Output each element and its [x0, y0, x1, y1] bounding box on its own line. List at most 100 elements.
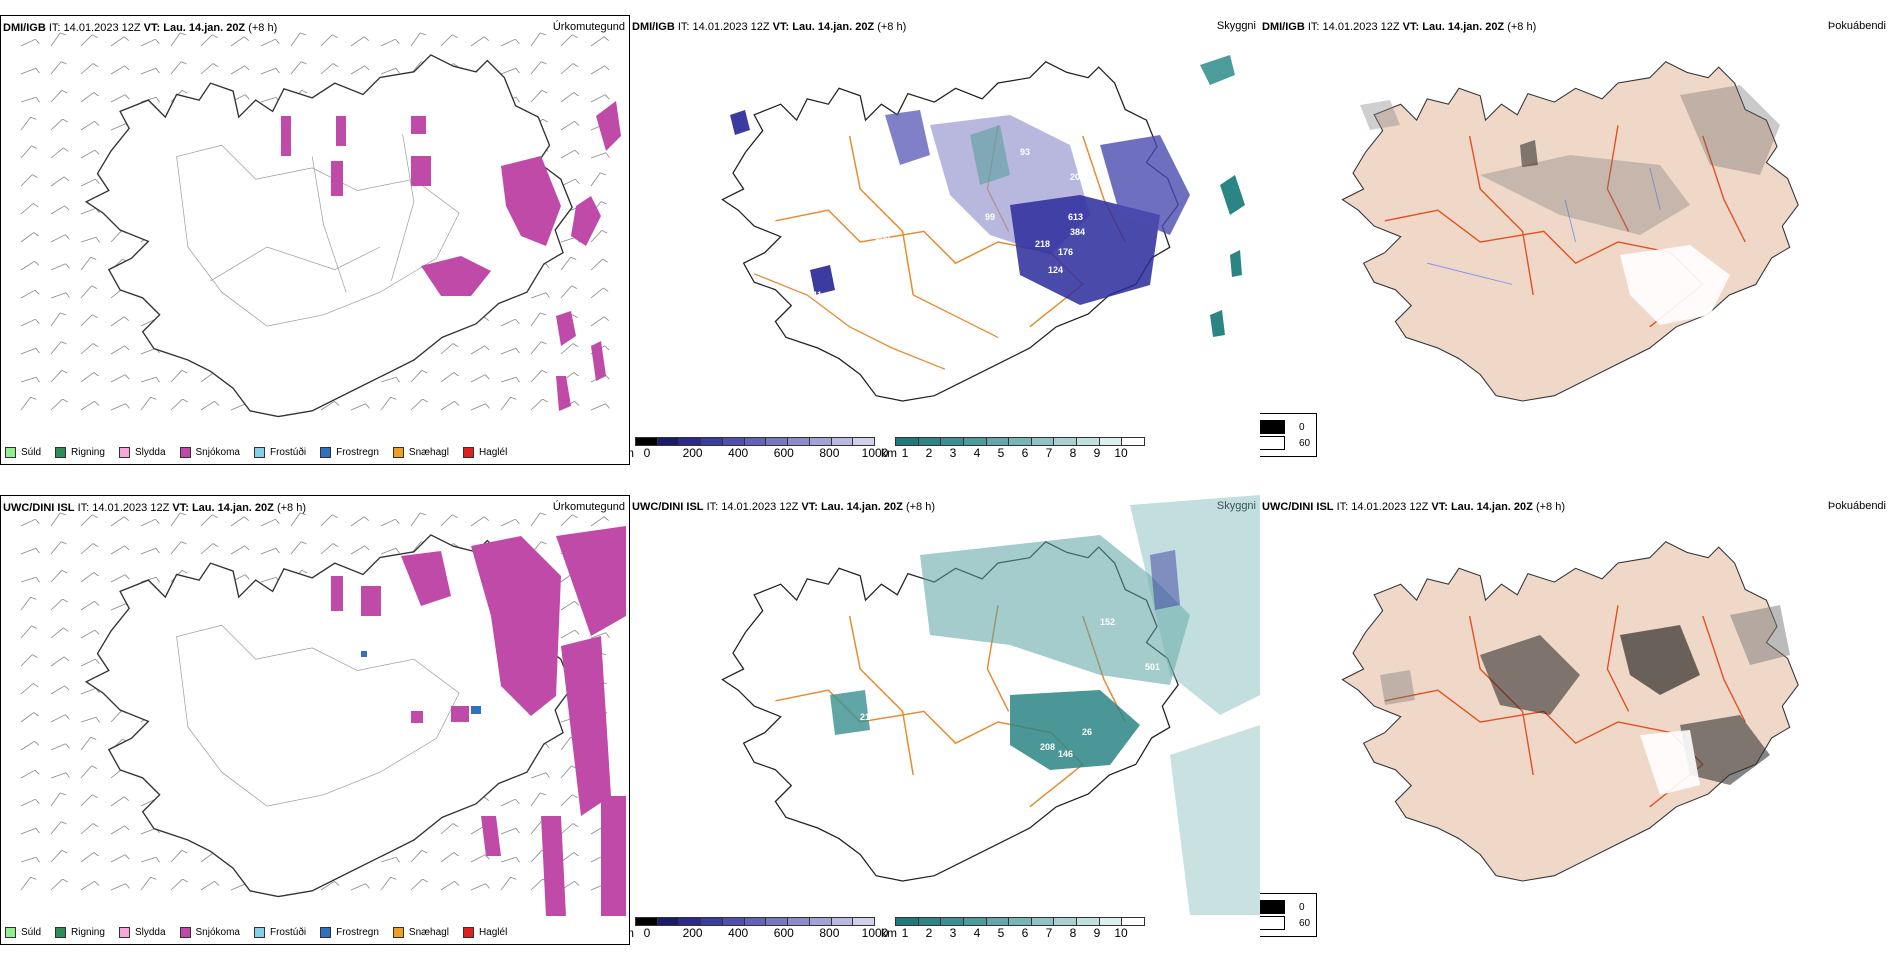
wind-barb [560, 514, 573, 527]
wind-barb [530, 850, 543, 863]
wind-barb-flag [243, 516, 249, 521]
wind-barb [470, 345, 485, 355]
wind-barb-flag [605, 374, 610, 380]
wind-barb-flag [180, 32, 186, 36]
wind-barb-flag [30, 396, 37, 400]
wind-barb-flag [540, 312, 546, 316]
cloud-base-label: 22 [802, 727, 812, 737]
colorbar-cell [985, 917, 1009, 926]
wind-barb-flag [601, 229, 608, 234]
wind-barb-flag [35, 828, 40, 834]
wind-barb-flag [63, 656, 69, 661]
wind-barb-flag [155, 518, 160, 525]
wind-barb-flag [575, 178, 580, 185]
wind-barb-flag [510, 396, 517, 400]
wind-barb [590, 287, 604, 299]
wind-barb [590, 152, 607, 159]
wind-barb [140, 318, 156, 327]
wind-barb [530, 398, 543, 411]
wind-barb [320, 514, 333, 527]
wind-barb [560, 765, 572, 779]
wind-barb [500, 518, 516, 527]
legend-item: Frostúði [253, 447, 306, 458]
legend-swatch [392, 447, 404, 458]
colorbar-unit: m [630, 446, 634, 460]
colorbar-tick: 3 [949, 446, 957, 460]
wind-barb-flag [422, 878, 429, 883]
precip-type-map [20, 512, 626, 916]
wind-barb [170, 512, 181, 527]
colorbar-tick: 9 [1093, 446, 1101, 460]
wind-barb [500, 856, 517, 863]
wind-barb-flag [515, 38, 520, 45]
colorbar-cell [787, 917, 809, 926]
wind-barb [260, 518, 276, 527]
wind-barb [110, 316, 125, 327]
precip-type-legend: Súld Rigning Slydda Snjókoma Frostúði Frostre… [5, 927, 507, 938]
wind-barb-flag [421, 369, 428, 374]
wind-barb-flag [94, 121, 100, 126]
wind-barb-flag [60, 821, 67, 825]
wind-barb [50, 176, 65, 187]
fog-map [1341, 541, 1799, 882]
legend-label: Haglél [478, 447, 508, 458]
wind-barb-flag [363, 516, 369, 521]
wind-barb-flag [65, 714, 70, 720]
wind-barb-flag [365, 403, 370, 409]
wind-barb-flag [125, 374, 130, 380]
wind-barb [200, 543, 214, 555]
wind-barb [350, 516, 365, 527]
wind-barb [500, 38, 516, 47]
colorbar-cell [1076, 437, 1099, 446]
wind-barb-flag [573, 852, 579, 857]
wind-barb [260, 67, 277, 75]
colorbar-tick: 2 [925, 446, 933, 460]
colorbar-cell [635, 437, 657, 446]
wind-barb-flag [334, 881, 340, 886]
cloud-base-label: 501 [1145, 662, 1160, 672]
colorbar-cell [808, 437, 831, 446]
wind-barb-flag [545, 292, 550, 298]
wind-barb [20, 260, 35, 271]
colorbar-tick: 1 [901, 926, 909, 940]
wind-barb-flag [243, 36, 249, 41]
wind-barb-flag [574, 149, 580, 155]
legend-item: Rigning [55, 927, 105, 938]
wind-barb-flag [390, 396, 397, 400]
colorbar-cell [765, 437, 788, 446]
cloud-base-label: 99 [985, 212, 995, 222]
wind-barb-flag [92, 343, 99, 348]
colorbar-cell [940, 437, 963, 446]
colorbar-cell [985, 437, 1009, 446]
colorbar-cell [895, 437, 918, 446]
wind-barb [20, 683, 34, 695]
colorbar-cell [700, 917, 722, 926]
wind-barb-flag [275, 38, 280, 45]
wind-barb [80, 572, 95, 583]
colorbar-cell [721, 917, 744, 926]
wind-barb-flag [483, 516, 489, 521]
legend-swatch [179, 447, 191, 458]
wind-barb [20, 547, 37, 555]
wind-barb [110, 574, 126, 583]
wind-barb [170, 850, 183, 863]
wind-barb-flag [125, 854, 130, 860]
wind-barb [50, 512, 61, 527]
legend-swatch [118, 927, 130, 938]
wind-barb [20, 318, 36, 327]
snow-areas [281, 101, 621, 411]
wind-barb [20, 38, 36, 47]
wind-barb-flag [515, 518, 520, 525]
wind-barb [590, 36, 605, 47]
colorbar-cell [1121, 917, 1146, 926]
wind-barb-flag [604, 65, 610, 71]
wind-barb-flag [123, 796, 129, 801]
wind-barb [20, 145, 32, 159]
wind-barb-flag [30, 596, 37, 600]
legend-label: Frostregn [336, 447, 379, 458]
colorbar-cell [765, 917, 788, 926]
wind-barb-flag [515, 97, 520, 103]
wind-barb [530, 821, 542, 835]
wind-barb [50, 772, 67, 779]
